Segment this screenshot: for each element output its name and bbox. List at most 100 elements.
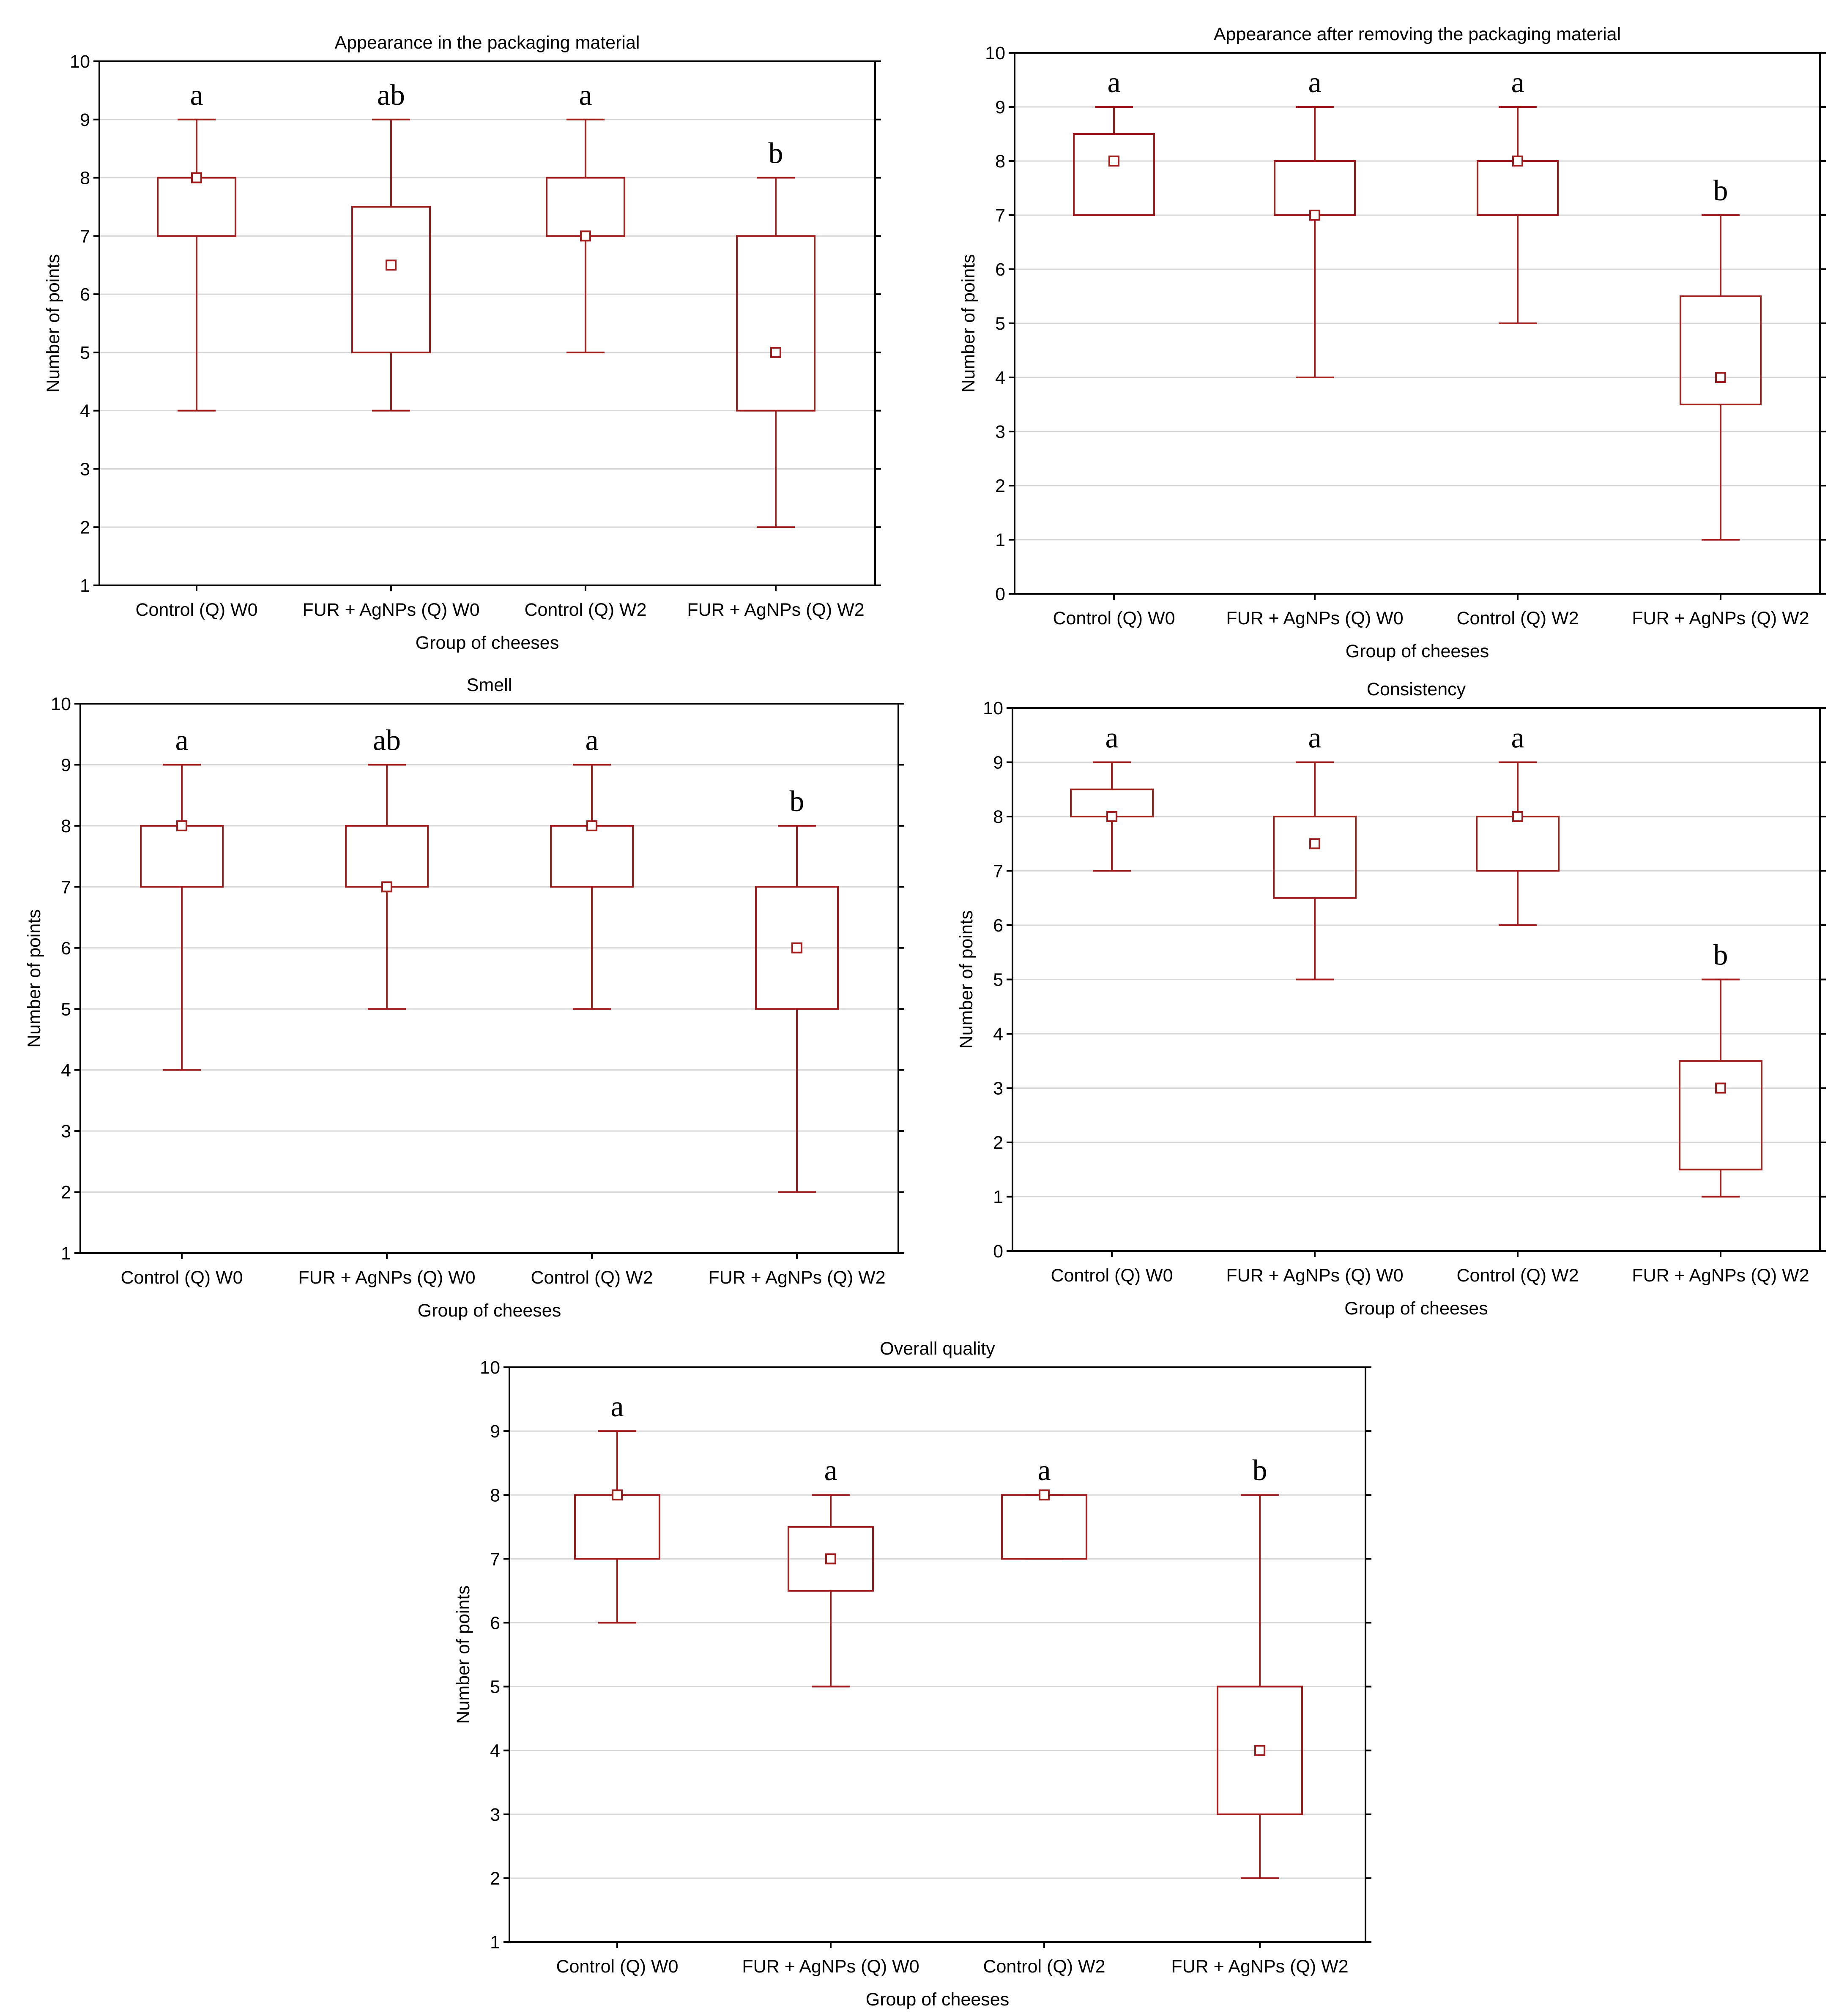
- box-2: FUR + AgNPs (Q) W0 a: [1226, 722, 1403, 1286]
- y-tick-label: 7: [490, 1549, 500, 1569]
- iqr-box: [157, 177, 236, 237]
- x-tick-label: FUR + AgNPs (Q) W0: [1226, 1265, 1403, 1286]
- y-tick-label: 2: [490, 1868, 500, 1889]
- x-tick-label: FUR + AgNPs (Q) W0: [1226, 608, 1403, 628]
- significance-letter: b: [1713, 175, 1728, 207]
- x-tick-label: Control (Q) W0: [120, 1268, 243, 1288]
- box-4: FUR + AgNPs (Q) W2 b: [1171, 1454, 1348, 1977]
- x-tick-label: Control (Q) W2: [1456, 1265, 1579, 1286]
- y-tick-label: 2: [80, 517, 90, 538]
- y-tick-label: 6: [995, 260, 1005, 280]
- median-marker: [612, 1489, 623, 1501]
- box-4: FUR + AgNPs (Q) W2 b: [1632, 175, 1809, 628]
- iqr-box: [550, 825, 634, 888]
- y-axis-label: Number of points: [956, 910, 977, 1049]
- x-tick-label: Control (Q) W2: [524, 600, 646, 620]
- chart-title: Overall quality: [880, 1339, 995, 1359]
- significance-letter: a: [1308, 66, 1321, 99]
- median-marker: [386, 260, 397, 271]
- y-tick-label: 4: [61, 1060, 71, 1081]
- median-marker: [191, 172, 202, 183]
- median-marker: [580, 230, 591, 242]
- significance-letter: a: [1511, 66, 1524, 99]
- iqr-box: [1273, 816, 1357, 899]
- x-axis-label: Group of cheeses: [416, 633, 559, 653]
- box-1: Control (Q) W0 a: [1053, 66, 1175, 628]
- x-axis-label: Group of cheeses: [1344, 1298, 1488, 1319]
- x-axis-label: Group of cheeses: [866, 1989, 1009, 2010]
- significance-letter: b: [1253, 1454, 1267, 1487]
- y-tick-label: 8: [490, 1485, 500, 1505]
- x-axis-label: Group of cheeses: [1346, 641, 1489, 661]
- y-tick-label: 5: [61, 999, 71, 1019]
- median-marker: [1254, 1745, 1265, 1756]
- box-2: FUR + AgNPs (Q) W0 ab: [302, 79, 479, 620]
- y-tick-label: 7: [995, 205, 1005, 226]
- significance-letter: a: [1308, 722, 1321, 754]
- iqr-box: [1679, 1060, 1762, 1171]
- median-marker: [176, 820, 187, 831]
- significance-letter: a: [579, 79, 592, 112]
- y-tick-label: 8: [993, 807, 1003, 827]
- significance-letter: a: [1037, 1454, 1051, 1487]
- y-tick-label: 3: [993, 1079, 1003, 1099]
- box-3: Control (Q) W2 a: [1456, 66, 1579, 628]
- y-tick-label: 10: [51, 694, 71, 714]
- significance-letter: a: [175, 724, 188, 757]
- median-marker: [1715, 372, 1726, 383]
- x-tick-label: Control (Q) W2: [531, 1268, 653, 1288]
- y-tick-label: 3: [490, 1805, 500, 1825]
- median-marker: [1512, 156, 1523, 167]
- y-tick-label: 4: [995, 368, 1005, 388]
- significance-letter: a: [824, 1454, 837, 1487]
- y-tick-label: 8: [995, 151, 1005, 172]
- y-tick-label: 3: [61, 1121, 71, 1142]
- iqr-box: [736, 235, 815, 412]
- y-tick-label: 7: [61, 877, 71, 897]
- y-tick-label: 1: [993, 1187, 1003, 1207]
- x-tick-label: FUR + AgNPs (Q) W0: [302, 600, 479, 620]
- y-tick-label: 1: [61, 1243, 71, 1264]
- median-marker: [791, 942, 802, 953]
- box-1: Control (Q) W0 a: [120, 724, 243, 1288]
- y-axis-label: Number of points: [958, 254, 979, 392]
- y-tick-label: 10: [70, 52, 90, 72]
- y-tick-label: 7: [993, 861, 1003, 882]
- y-tick-label: 2: [995, 476, 1005, 496]
- x-tick-label: Control (Q) W0: [135, 600, 257, 620]
- median-marker: [1309, 838, 1320, 850]
- significance-letter: a: [190, 79, 203, 112]
- x-tick-label: FUR + AgNPs (Q) W2: [708, 1268, 885, 1288]
- significance-letter: b: [1713, 939, 1728, 972]
- y-tick-label: 6: [80, 284, 90, 305]
- y-tick-label: 5: [490, 1677, 500, 1697]
- significance-letter: b: [790, 785, 804, 818]
- box-2: FUR + AgNPs (Q) W0 a: [1226, 66, 1403, 628]
- y-tick-label: 1: [995, 530, 1005, 550]
- x-tick-label: FUR + AgNPs (Q) W2: [1632, 1265, 1809, 1286]
- y-tick-label: 5: [80, 343, 90, 363]
- y-tick-label: 9: [61, 755, 71, 775]
- iqr-box: [1217, 1685, 1303, 1815]
- plot-frame: [79, 703, 899, 1254]
- x-tick-label: FUR + AgNPs (Q) W2: [1171, 1956, 1348, 1977]
- y-axis-label: Number of points: [453, 1585, 473, 1724]
- y-axis-label: Number of points: [24, 909, 44, 1047]
- iqr-box: [351, 206, 431, 353]
- y-tick-label: 0: [993, 1241, 1003, 1262]
- iqr-box: [140, 825, 224, 888]
- x-tick-label: Control (Q) W0: [556, 1956, 678, 1977]
- iqr-box: [1274, 160, 1356, 216]
- y-tick-label: 1: [490, 1932, 500, 1953]
- box-2: FUR + AgNPs (Q) W0 a: [742, 1454, 919, 1977]
- chart-title: Consistency: [1367, 679, 1466, 699]
- significance-letter: ab: [377, 79, 405, 112]
- x-tick-label: FUR + AgNPs (Q) W2: [687, 600, 864, 620]
- box-3: Control (Q) W2 a: [524, 79, 646, 620]
- box-3: Control (Q) W2 a: [531, 724, 653, 1288]
- y-axis-label: Number of points: [43, 254, 63, 392]
- significance-letter: ab: [373, 724, 401, 757]
- x-axis-label: Group of cheeses: [418, 1300, 561, 1321]
- box-4: FUR + AgNPs (Q) W2 b: [708, 785, 885, 1288]
- y-tick-label: 10: [480, 1358, 500, 1378]
